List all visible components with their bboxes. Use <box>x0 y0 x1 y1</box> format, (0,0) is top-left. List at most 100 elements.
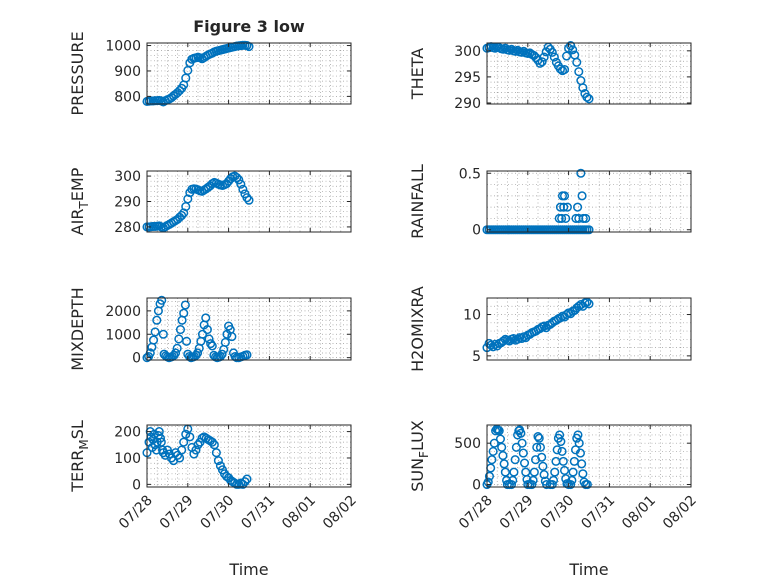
data-point <box>518 448 528 458</box>
x-tick-label: 08/01 <box>279 493 319 533</box>
y-tick-label: 300 <box>454 44 481 60</box>
data-point <box>197 433 207 443</box>
data-point <box>193 440 203 450</box>
x-tick-label: 08/01 <box>619 493 659 533</box>
data-point <box>213 456 223 466</box>
subplot-terr-msl: 0 100 200 07/28 07/29 07/30 07/31 08/01 08/02 TER… <box>68 420 360 579</box>
data-point <box>519 458 530 468</box>
y-tick-label: 2000 <box>105 304 141 320</box>
data-point <box>494 426 504 436</box>
data-point <box>535 58 545 68</box>
data-point <box>488 446 498 457</box>
data-point <box>568 467 578 477</box>
data-point <box>517 438 527 448</box>
x-tick-label: 08/02 <box>660 493 700 533</box>
y-axis-label-subscript: F <box>417 451 431 458</box>
data-point <box>180 300 190 310</box>
data-point <box>577 459 587 469</box>
y-tick-label: 900 <box>114 64 141 80</box>
data-point <box>495 434 506 444</box>
data-point <box>202 325 212 335</box>
x-axis-label: Time <box>228 560 268 579</box>
data-point <box>577 191 587 201</box>
data-series <box>142 171 254 233</box>
data-point <box>534 433 544 443</box>
x-tick-label: 07/29 <box>157 493 197 533</box>
data-series <box>482 297 594 353</box>
data-point <box>582 92 592 102</box>
data-point <box>508 475 518 485</box>
data-point <box>568 45 578 55</box>
data-point <box>555 430 565 440</box>
data-point <box>516 428 526 438</box>
y-tick-label: 200 <box>114 425 141 441</box>
data-point <box>575 448 585 458</box>
data-point <box>232 173 242 183</box>
data-point <box>561 213 571 223</box>
x-tick-label: 07/29 <box>497 493 537 533</box>
data-point <box>578 469 588 479</box>
data-point <box>242 193 252 203</box>
y-axis-label: SUNFLUX <box>408 420 431 492</box>
data-point <box>533 432 543 442</box>
y-tick-label: 800 <box>114 89 141 105</box>
data-point <box>500 467 510 477</box>
data-point <box>227 332 237 342</box>
y-axis-label-part: SL <box>68 420 87 439</box>
data-point <box>179 308 189 318</box>
data-point <box>549 52 559 62</box>
data-point <box>550 467 560 477</box>
data-point <box>522 475 532 485</box>
figure-title: Figure 3 low <box>193 17 305 36</box>
subplot-mixdepth: 0 1000 2000 MIXDEPTH <box>68 287 352 371</box>
y-axis-label-part: TERR <box>68 450 87 493</box>
y-tick-label: 5 <box>472 349 481 365</box>
data-point <box>158 329 168 339</box>
data-point <box>574 67 584 77</box>
data-point <box>559 465 570 476</box>
data-point <box>562 202 572 212</box>
axes-frame <box>486 424 692 488</box>
data-point <box>172 343 182 353</box>
data-point <box>185 432 195 442</box>
data-point <box>574 438 584 448</box>
data-point <box>555 64 565 74</box>
y-tick-label: 10 <box>463 308 481 324</box>
subplot-sun-flux: 0 500 07/28 07/29 07/30 07/31 08/01 08/02 SUNFLU… <box>408 420 700 579</box>
axes-background <box>486 170 692 233</box>
y-tick-label: 295 <box>454 70 481 86</box>
data-point <box>567 475 577 485</box>
subplot-air-temp: 280 290 300 AIRTEMP <box>68 167 352 236</box>
axes-frame <box>486 42 692 105</box>
grid <box>147 425 351 487</box>
y-axis-label-subscript: T <box>77 201 91 210</box>
subplot-h2omixra: 5 10 H2OMIXRA <box>408 286 692 372</box>
y-tick-label: 0.5 <box>459 166 481 182</box>
data-point <box>244 195 254 205</box>
data-point <box>535 442 546 452</box>
data-point <box>559 191 570 201</box>
data-point <box>578 83 588 93</box>
data-point <box>506 479 517 490</box>
data-point <box>498 336 508 346</box>
axes-frame <box>486 170 692 233</box>
data-point <box>179 437 189 447</box>
data-point <box>242 350 252 360</box>
x-tick-label: 07/30 <box>198 493 238 533</box>
data-point <box>498 451 508 461</box>
y-tick-label: 280 <box>114 220 141 236</box>
y-tick-label: 0 <box>472 478 481 494</box>
data-point <box>174 334 184 344</box>
subplot-pressure: 800 900 1000 PRESSURE Figure 3 low <box>68 17 352 116</box>
x-tick-label: 07/31 <box>578 493 618 533</box>
data-point <box>573 202 583 212</box>
data-point <box>548 475 559 485</box>
x-tick-label: 07/31 <box>238 493 278 533</box>
y-tick-label: 100 <box>114 451 141 467</box>
data-point <box>529 467 539 477</box>
data-point <box>584 299 594 309</box>
data-point <box>532 442 542 452</box>
data-point <box>557 446 567 457</box>
data-point <box>483 477 493 487</box>
